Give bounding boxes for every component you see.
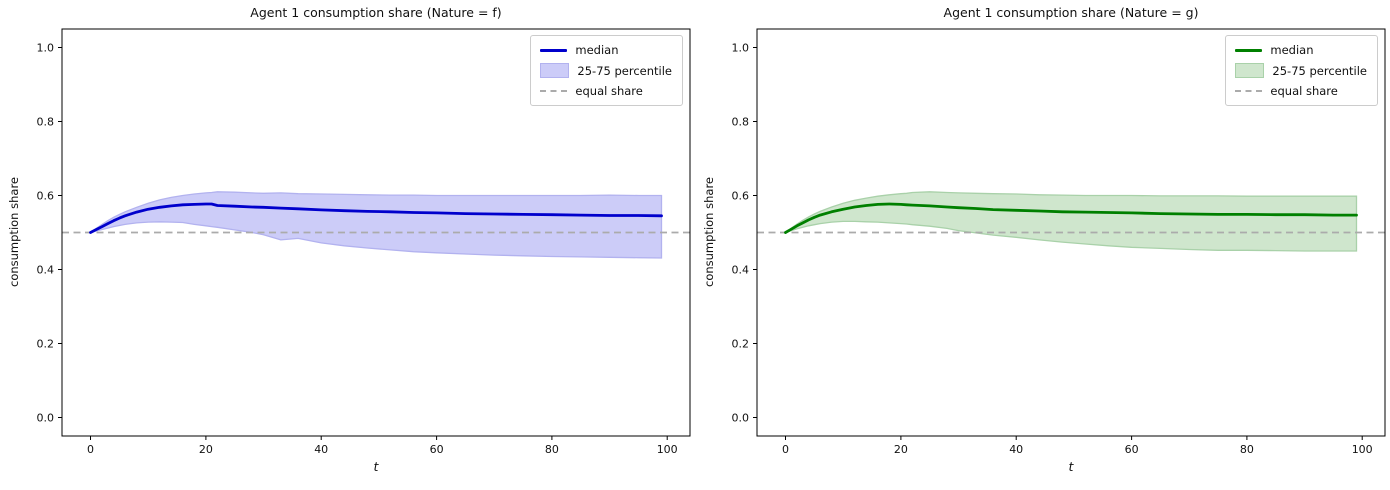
- legend-item-median: median: [1235, 43, 1367, 57]
- y-tick-label: 1.0: [37, 42, 55, 55]
- percentile-band: [90, 191, 663, 259]
- x-tick-label: 20: [894, 443, 908, 456]
- y-tick-label: 0.4: [37, 264, 55, 277]
- percentile-band-swatch-icon: [1235, 63, 1265, 78]
- equal-share-dash-swatch-icon: [540, 90, 568, 92]
- x-tick-label: 100: [657, 443, 678, 456]
- x-axis-label: t: [1068, 459, 1074, 474]
- equal-share-dash-swatch-icon: [1235, 90, 1263, 92]
- panel-nature-g: Agent 1 consumption share (Nature = g) c…: [695, 0, 1390, 490]
- legend: median 25-75 percentile equal share: [1225, 35, 1378, 106]
- y-tick-label: 0.6: [732, 190, 750, 203]
- chart-title: Agent 1 consumption share (Nature = g): [943, 5, 1199, 20]
- chart-canvas: 0 20 40 60 80 100 0.0 0.2 0.4 0.6 0.8 1.0: [732, 28, 1386, 456]
- y-tick-label: 0.8: [37, 116, 55, 129]
- y-tick-label: 0.2: [732, 338, 750, 351]
- x-tick-label: 100: [1352, 443, 1373, 456]
- legend-item-equal-share: equal share: [540, 84, 672, 98]
- legend-item-percentile-band: 25-75 percentile: [1235, 63, 1367, 78]
- x-tick-label: 20: [199, 443, 213, 456]
- percentile-band: [785, 191, 1358, 252]
- y-tick-label: 0.8: [732, 116, 750, 129]
- y-tick-label: 0.6: [37, 190, 55, 203]
- y-tick-label: 1.0: [732, 42, 750, 55]
- chart-canvas: 0 20 40 60 80 100 0.0 0.2 0.4 0.6 0.8 1.0: [37, 28, 691, 456]
- legend-label-median: median: [1270, 43, 1314, 57]
- legend: median 25-75 percentile equal share: [530, 35, 683, 106]
- legend-item-percentile-band: 25-75 percentile: [540, 63, 672, 78]
- x-tick-label: 60: [1125, 443, 1139, 456]
- legend-label-percentile: 25-75 percentile: [1272, 63, 1367, 78]
- x-tick-label: 80: [1240, 443, 1254, 456]
- x-tick-label: 0: [782, 443, 789, 456]
- median-line: [784, 202, 1358, 234]
- x-tick-label: 40: [314, 443, 328, 456]
- legend-item-median: median: [540, 43, 672, 57]
- legend-label-percentile: 25-75 percentile: [577, 63, 672, 78]
- axes-frame: [61, 28, 691, 437]
- axes-frame: [756, 28, 1386, 437]
- legend-label-median: median: [575, 43, 619, 57]
- percentile-band-swatch-icon: [540, 63, 570, 78]
- y-tick-label: 0.4: [732, 264, 750, 277]
- panel-nature-f: Agent 1 consumption share (Nature = f) c…: [7, 5, 691, 474]
- x-tick-label: 60: [430, 443, 444, 456]
- legend-label-equal-share: equal share: [1270, 84, 1338, 98]
- y-tick-label: 0.2: [37, 338, 55, 351]
- x-tick-label: 40: [1009, 443, 1023, 456]
- x-tick-label: 0: [87, 443, 94, 456]
- x-tick-label: 80: [545, 443, 559, 456]
- median-line-swatch-icon: [1235, 48, 1263, 52]
- y-tick-label: 0.0: [37, 412, 55, 425]
- median-line-swatch-icon: [540, 48, 568, 52]
- x-axis-label: t: [373, 459, 379, 474]
- legend-label-equal-share: equal share: [575, 84, 643, 98]
- y-tick-label: 0.0: [732, 412, 750, 425]
- chart-title: Agent 1 consumption share (Nature = f): [250, 5, 502, 20]
- median-line: [89, 202, 663, 234]
- legend-item-equal-share: equal share: [1235, 84, 1367, 98]
